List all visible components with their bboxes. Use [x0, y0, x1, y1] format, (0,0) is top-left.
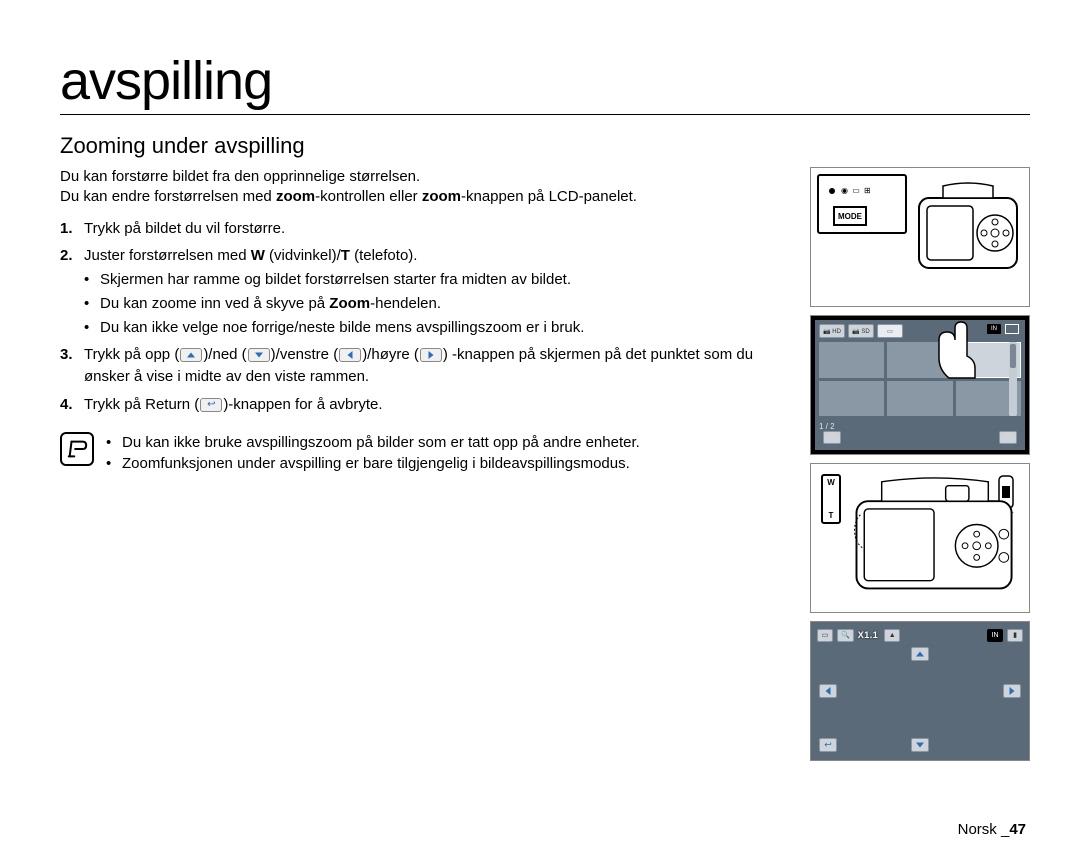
- storage-in-chip: IN: [987, 629, 1003, 642]
- section-subtitle: Zooming under avspilling: [60, 133, 1030, 159]
- lcd-btn-left: [823, 431, 841, 444]
- intro-line-2e: -knappen på LCD-panelet.: [461, 188, 637, 205]
- down-arrow-icon: [248, 348, 270, 362]
- page-indicator: 1 / 2: [819, 422, 1021, 431]
- step-4-b: )-knappen for å avbryte.: [223, 396, 382, 413]
- page-title: avspilling: [60, 50, 1030, 112]
- nav-right-button: [1003, 684, 1021, 698]
- battery-chip: ▮: [1007, 629, 1023, 642]
- touch-finger-icon: [929, 320, 977, 380]
- step-1: 1. Trykk på bildet du vil forstørre.: [60, 218, 790, 240]
- tab-hd: 📷 HD: [819, 324, 845, 338]
- step-2-b2-a: Du kan zoome inn ved å skyve på: [100, 295, 329, 312]
- intro-bold-zoom-2: zoom: [422, 188, 461, 205]
- lcd-btn-right: [999, 431, 1017, 444]
- illustration-column: ◉ ▭ ⊞ MODE 📷 HD: [810, 167, 1030, 761]
- illustration-lcd-thumbnails: 📷 HD 📷 SD ▭ IN 1 / 2: [810, 315, 1030, 455]
- magnify-chip: 🔍: [837, 629, 854, 642]
- step-3-d: )/høyre (: [362, 346, 419, 363]
- step-2-lead-c: (vidvinkel)/: [265, 247, 341, 264]
- step-1-number: 1.: [60, 218, 73, 240]
- right-arrow-icon: [420, 348, 442, 362]
- camera-body-icon: [913, 178, 1023, 288]
- step-2: 2. Juster forstørrelsen med W (vidvinkel…: [60, 245, 790, 338]
- step-2-bullet-2: Du kan zoome inn ved å skyve på Zoom-hen…: [84, 293, 790, 315]
- step-3-number: 3.: [60, 344, 73, 366]
- note-2: Zoomfunksjonen under avspilling er bare …: [106, 453, 640, 474]
- note-1: Du kan ikke bruke avspillingszoom på bil…: [106, 432, 640, 453]
- step-4-a: Trykk på Return (: [84, 396, 199, 413]
- illustration-mode-button: ◉ ▭ ⊞ MODE: [810, 167, 1030, 307]
- step-2-lead-e: (telefoto).: [350, 247, 418, 264]
- step-2-number: 2.: [60, 245, 73, 267]
- illustration-zoom-lever: W T W T: [810, 463, 1030, 613]
- steps-list: 1. Trykk på bildet du vil forstørre. 2. …: [60, 218, 790, 416]
- intro-line-1: Du kan forstørre bildet fra den opprinne…: [60, 168, 420, 185]
- panel1-icons: ◉ ▭ ⊞: [841, 186, 872, 195]
- intro-line-2c: -kontrollen eller: [315, 188, 422, 205]
- tab-sd: 📷 SD: [848, 324, 874, 338]
- step-1-text: Trykk på bildet du vil forstørre.: [84, 220, 285, 237]
- footer-lang: Norsk _: [958, 821, 1010, 838]
- nav-left-button: [819, 684, 837, 698]
- step-3: 3. Trykk på opp ( )/ned ( )/venstre ( )/høy…: [60, 344, 790, 388]
- photo-mode-chip: ▭: [817, 629, 833, 642]
- return-icon: [200, 398, 222, 412]
- up-arrow-icon: [180, 348, 202, 362]
- step-3-b: )/ned (: [203, 346, 246, 363]
- zoom-t-label: T: [829, 511, 834, 520]
- nav-return-button: [819, 738, 837, 752]
- step-2-bold-t: T: [341, 247, 350, 264]
- tab-photo: ▭: [877, 324, 903, 338]
- intro-bold-zoom-1: zoom: [276, 188, 315, 205]
- note-block: Du kan ikke bruke avspillingszoom på bil…: [60, 432, 790, 474]
- nav-up-chip: ▲: [884, 629, 900, 642]
- step-4-number: 4.: [60, 394, 73, 416]
- nav-down-button: [911, 738, 929, 752]
- nav-up-button: [911, 647, 929, 661]
- page-footer: Norsk _47: [958, 821, 1026, 838]
- intro-text: Du kan forstørre bildet fra den opprinne…: [60, 167, 790, 208]
- storage-in-badge: IN: [987, 324, 1001, 334]
- intro-line-2a: Du kan endre forstørrelsen med: [60, 188, 276, 205]
- footer-page: 47: [1009, 821, 1026, 838]
- step-2-bold-w: W: [251, 247, 265, 264]
- step-2-b2-bold: Zoom: [329, 295, 370, 312]
- step-2-bullet-1: Skjermen har ramme og bildet forstørrels…: [84, 269, 790, 291]
- zoom-level: X1.1: [858, 630, 879, 640]
- illustration-zoom-playback: ▭ 🔍 X1.1 ▲ IN ▮: [810, 621, 1030, 761]
- step-3-c: )/venstre (: [271, 346, 339, 363]
- step-2-bullet-3: Du kan ikke velge noe forrige/neste bild…: [84, 317, 790, 339]
- step-4: 4. Trykk på Return ( )-knappen for å avbr…: [60, 394, 790, 416]
- step-2-lead-a: Juster forstørrelsen med: [84, 247, 251, 264]
- battery-icon: [1005, 324, 1019, 334]
- zoom-w-label: W: [827, 478, 835, 487]
- step-2-b2-c: -hendelen.: [370, 295, 441, 312]
- mode-button-label: MODE: [833, 206, 867, 226]
- camera-side-icon: [851, 476, 1019, 602]
- note-icon: [60, 432, 94, 466]
- left-arrow-icon: [339, 348, 361, 362]
- step-3-a: Trykk på opp (: [84, 346, 179, 363]
